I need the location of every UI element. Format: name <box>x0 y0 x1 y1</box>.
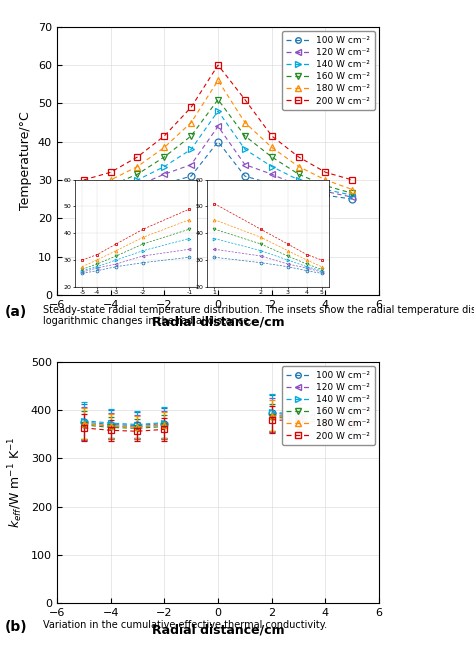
140 W cm⁻² <box>349 191 355 199</box>
140 W cm⁻² <box>269 163 274 171</box>
100 W cm⁻² <box>162 180 167 188</box>
Y-axis label: Temperature/°C: Temperature/°C <box>19 111 32 210</box>
120 W cm⁻² <box>188 161 194 169</box>
200 W cm⁻² <box>349 176 355 184</box>
100 W cm⁻² <box>269 180 274 188</box>
Line: 100 W cm⁻²: 100 W cm⁻² <box>80 138 356 202</box>
120 W cm⁻² <box>349 193 355 201</box>
160 W cm⁻² <box>296 170 301 178</box>
200 W cm⁻² <box>269 132 274 140</box>
200 W cm⁻² <box>135 153 140 161</box>
120 W cm⁻² <box>215 123 221 131</box>
100 W cm⁻² <box>242 172 248 180</box>
180 W cm⁻² <box>108 176 113 184</box>
140 W cm⁻² <box>135 176 140 184</box>
140 W cm⁻² <box>108 186 113 194</box>
180 W cm⁻² <box>162 143 167 151</box>
100 W cm⁻² <box>349 195 355 203</box>
Text: Steady-state radial temperature distribution. The insets show the radial tempera: Steady-state radial temperature distribu… <box>43 305 474 326</box>
120 W cm⁻² <box>162 170 167 178</box>
100 W cm⁻² <box>188 172 194 180</box>
180 W cm⁻² <box>323 176 328 184</box>
180 W cm⁻² <box>135 163 140 171</box>
200 W cm⁻² <box>242 96 248 104</box>
180 W cm⁻² <box>81 186 87 194</box>
140 W cm⁻² <box>215 107 221 115</box>
160 W cm⁻² <box>108 182 113 190</box>
160 W cm⁻² <box>269 153 274 161</box>
200 W cm⁻² <box>323 168 328 176</box>
180 W cm⁻² <box>215 76 221 84</box>
160 W cm⁻² <box>188 132 194 140</box>
200 W cm⁻² <box>215 61 221 69</box>
160 W cm⁻² <box>242 132 248 140</box>
X-axis label: Radial distance/cm: Radial distance/cm <box>152 315 284 328</box>
160 W cm⁻² <box>349 190 355 198</box>
100 W cm⁻² <box>81 195 87 203</box>
100 W cm⁻² <box>108 191 113 199</box>
140 W cm⁻² <box>323 186 328 194</box>
100 W cm⁻² <box>135 186 140 194</box>
Legend: 100 W cm⁻², 120 W cm⁻², 140 W cm⁻², 160 W cm⁻², 180 W cm⁻², 200 W cm⁻²: 100 W cm⁻², 120 W cm⁻², 140 W cm⁻², 160 … <box>282 31 374 110</box>
140 W cm⁻² <box>188 145 194 153</box>
200 W cm⁻² <box>162 132 167 140</box>
180 W cm⁻² <box>269 143 274 151</box>
120 W cm⁻² <box>296 182 301 190</box>
Line: 140 W cm⁻²: 140 W cm⁻² <box>80 108 356 199</box>
180 W cm⁻² <box>242 119 248 127</box>
120 W cm⁻² <box>269 170 274 178</box>
160 W cm⁻² <box>81 190 87 198</box>
Line: 200 W cm⁻²: 200 W cm⁻² <box>80 62 356 184</box>
120 W cm⁻² <box>323 188 328 196</box>
Line: 160 W cm⁻²: 160 W cm⁻² <box>80 96 356 197</box>
160 W cm⁻² <box>135 170 140 178</box>
140 W cm⁻² <box>296 176 301 184</box>
180 W cm⁻² <box>349 186 355 194</box>
Text: (a): (a) <box>5 305 27 319</box>
120 W cm⁻² <box>135 182 140 190</box>
140 W cm⁻² <box>162 163 167 171</box>
X-axis label: Radial distance/cm: Radial distance/cm <box>152 623 284 636</box>
Text: Variation in the cumulative effective thermal conductivity.: Variation in the cumulative effective th… <box>43 620 327 630</box>
200 W cm⁻² <box>188 103 194 111</box>
200 W cm⁻² <box>296 153 301 161</box>
180 W cm⁻² <box>296 163 301 171</box>
120 W cm⁻² <box>81 193 87 201</box>
Y-axis label: $k_{eff}$/W m$^{-1}$ K$^{-1}$: $k_{eff}$/W m$^{-1}$ K$^{-1}$ <box>7 437 25 528</box>
100 W cm⁻² <box>215 137 221 145</box>
140 W cm⁻² <box>242 145 248 153</box>
120 W cm⁻² <box>242 161 248 169</box>
200 W cm⁻² <box>108 168 113 176</box>
100 W cm⁻² <box>296 186 301 194</box>
Line: 120 W cm⁻²: 120 W cm⁻² <box>80 123 356 200</box>
Text: (b): (b) <box>5 620 27 634</box>
100 W cm⁻² <box>323 191 328 199</box>
Legend: 100 W cm⁻², 120 W cm⁻², 140 W cm⁻², 160 W cm⁻², 180 W cm⁻², 200 W cm⁻²: 100 W cm⁻², 120 W cm⁻², 140 W cm⁻², 160 … <box>282 366 374 445</box>
180 W cm⁻² <box>188 119 194 127</box>
Line: 180 W cm⁻²: 180 W cm⁻² <box>80 77 356 193</box>
160 W cm⁻² <box>215 96 221 104</box>
140 W cm⁻² <box>81 191 87 199</box>
160 W cm⁻² <box>162 153 167 161</box>
120 W cm⁻² <box>108 188 113 196</box>
160 W cm⁻² <box>323 182 328 190</box>
200 W cm⁻² <box>81 176 87 184</box>
